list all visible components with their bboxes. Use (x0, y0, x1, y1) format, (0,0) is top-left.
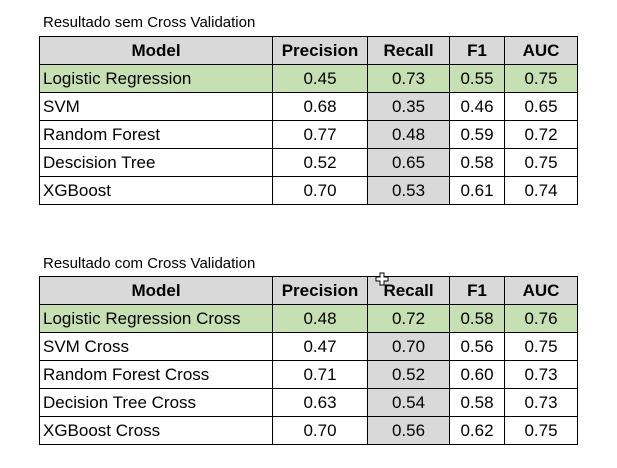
cell-f1: 0.58 (449, 388, 505, 417)
cell-f1: 0.58 (449, 148, 505, 177)
cell-model: Logistic Regression Cross (39, 304, 273, 333)
header-f1: F1 (449, 36, 505, 65)
header-precision: Precision (272, 276, 368, 305)
cell-model: XGBoost (39, 176, 273, 205)
cell-f1: 0.60 (449, 360, 505, 389)
table-row: Random Forest 0.77 0.48 0.59 0.72 (39, 120, 578, 149)
cell-auc: 0.76 (504, 304, 578, 333)
table-row: Descision Tree 0.52 0.65 0.58 0.75 (39, 148, 578, 177)
table-row: SVM 0.68 0.35 0.46 0.65 (39, 92, 578, 121)
cell-recall: 0.35 (367, 92, 450, 121)
cell-recall: 0.52 (367, 360, 450, 389)
cell-model: SVM (39, 92, 273, 121)
header-row: Model Precision Recall F1 AUC (39, 276, 578, 305)
cell-model: Logistic Regression (39, 64, 273, 93)
header-precision: Precision (272, 36, 368, 65)
cell-precision: 0.45 (272, 64, 368, 93)
cell-f1: 0.59 (449, 120, 505, 149)
cell-model: Decision Tree Cross (39, 388, 273, 417)
table-row: SVM Cross 0.47 0.70 0.56 0.75 (39, 332, 578, 361)
cell-recall: 0.53 (367, 176, 450, 205)
header-recall: Recall (367, 36, 450, 65)
table-caption-without-cv: Resultado sem Cross Validation (43, 14, 256, 31)
cell-model: Descision Tree (39, 148, 273, 177)
cell-f1: 0.58 (449, 304, 505, 333)
results-table-without-cv: Model Precision Recall F1 AUC Logistic R… (39, 36, 578, 205)
cell-recall: 0.73 (367, 64, 450, 93)
cell-f1: 0.55 (449, 64, 505, 93)
table-row: XGBoost Cross 0.70 0.56 0.62 0.75 (39, 416, 578, 445)
cell-precision: 0.70 (272, 416, 368, 445)
cell-auc: 0.73 (504, 360, 578, 389)
cell-recall: 0.70 (367, 332, 450, 361)
cell-auc: 0.75 (504, 416, 578, 445)
move-cursor-icon (375, 272, 389, 286)
cell-precision: 0.71 (272, 360, 368, 389)
header-f1: F1 (449, 276, 505, 305)
cell-auc: 0.75 (504, 148, 578, 177)
cell-recall: 0.54 (367, 388, 450, 417)
cell-f1: 0.61 (449, 176, 505, 205)
cell-auc: 0.75 (504, 332, 578, 361)
header-row: Model Precision Recall F1 AUC (39, 36, 578, 65)
cell-precision: 0.70 (272, 176, 368, 205)
cell-precision: 0.77 (272, 120, 368, 149)
cell-recall: 0.72 (367, 304, 450, 333)
cell-precision: 0.63 (272, 388, 368, 417)
cell-recall: 0.48 (367, 120, 450, 149)
table-row: Random Forest Cross 0.71 0.52 0.60 0.73 (39, 360, 578, 389)
cell-precision: 0.52 (272, 148, 368, 177)
cell-auc: 0.74 (504, 176, 578, 205)
cell-model: SVM Cross (39, 332, 273, 361)
table-row: XGBoost 0.70 0.53 0.61 0.74 (39, 176, 578, 205)
cell-f1: 0.56 (449, 332, 505, 361)
cell-precision: 0.48 (272, 304, 368, 333)
header-auc: AUC (504, 36, 578, 65)
table-row: Logistic Regression Cross 0.48 0.72 0.58… (39, 304, 578, 333)
cell-f1: 0.46 (449, 92, 505, 121)
cell-precision: 0.47 (272, 332, 368, 361)
cell-auc: 0.65 (504, 92, 578, 121)
cell-auc: 0.75 (504, 64, 578, 93)
cell-precision: 0.68 (272, 92, 368, 121)
cell-auc: 0.73 (504, 388, 578, 417)
cell-auc: 0.72 (504, 120, 578, 149)
cell-f1: 0.62 (449, 416, 505, 445)
cell-model: Random Forest (39, 120, 273, 149)
cell-model: XGBoost Cross (39, 416, 273, 445)
header-auc: AUC (504, 276, 578, 305)
header-model: Model (39, 276, 273, 305)
table-row: Logistic Regression 0.45 0.73 0.55 0.75 (39, 64, 578, 93)
table-caption-with-cv: Resultado com Cross Validation (43, 255, 256, 272)
cell-recall: 0.65 (367, 148, 450, 177)
cell-recall: 0.56 (367, 416, 450, 445)
cell-model: Random Forest Cross (39, 360, 273, 389)
results-table-with-cv: Model Precision Recall F1 AUC Logistic R… (39, 276, 578, 445)
table-row: Decision Tree Cross 0.63 0.54 0.58 0.73 (39, 388, 578, 417)
header-model: Model (39, 36, 273, 65)
